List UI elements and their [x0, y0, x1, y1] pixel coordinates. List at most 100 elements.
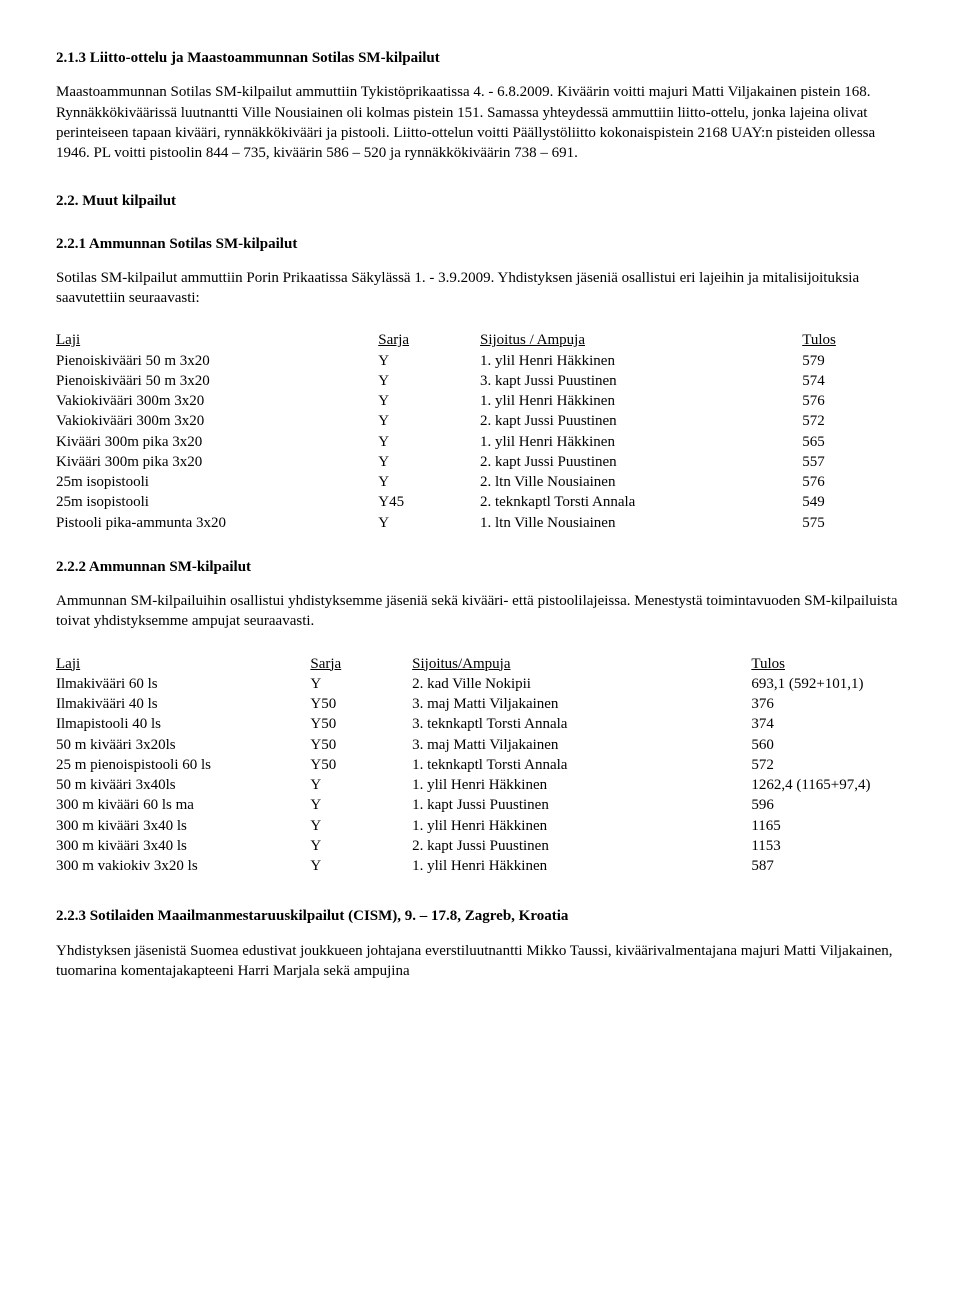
cell-sarja: Y [378, 351, 480, 371]
cell-sij: 1. ylil Henri Häkkinen [480, 351, 802, 371]
table-row: Kivääri 300m pika 3x20Y1. ylil Henri Häk… [56, 432, 904, 452]
cell-sij: 2. teknkaptl Torsti Annala [480, 492, 802, 512]
cell-tulos: 576 [802, 472, 904, 492]
cell-sarja: Y45 [378, 492, 480, 512]
section-221-title: 2.2.1 Ammunnan Sotilas SM-kilpailut [56, 234, 904, 254]
results-table-222: Laji Sarja Sijoitus/Ampuja Tulos Ilmakiv… [56, 654, 904, 877]
table-row: 300 m kivääri 3x40 lsY2. kapt Jussi Puus… [56, 836, 904, 856]
table-row: Vakiokivääri 300m 3x20Y2. kapt Jussi Puu… [56, 411, 904, 431]
cell-sij: 1. ylil Henri Häkkinen [480, 391, 802, 411]
cell-sij: 1. kapt Jussi Puustinen [412, 795, 751, 815]
table-row: 50 m kivääri 3x20lsY503. maj Matti Vilja… [56, 735, 904, 755]
section-213-title: 2.1.3 Liitto-ottelu ja Maastoammunnan So… [56, 48, 904, 68]
cell-tulos: 557 [802, 452, 904, 472]
cell-laji: Kivääri 300m pika 3x20 [56, 432, 378, 452]
cell-tulos: 376 [751, 694, 904, 714]
cell-sarja: Y [378, 411, 480, 431]
section-22-title: 2.2. Muut kilpailut [56, 191, 904, 211]
col-header-tulos: Tulos [751, 654, 904, 674]
cell-tulos: 374 [751, 714, 904, 734]
cell-sij: 2. kapt Jussi Puustinen [480, 411, 802, 431]
cell-tulos: 1165 [751, 816, 904, 836]
cell-sij: 3. kapt Jussi Puustinen [480, 371, 802, 391]
section-223-title: 2.2.3 Sotilaiden Maailmanmestaruuskilpai… [56, 906, 904, 926]
table-row: 25m isopistooliY452. teknkaptl Torsti An… [56, 492, 904, 512]
cell-tulos: 1262,4 (1165+97,4) [751, 775, 904, 795]
cell-sarja: Y [310, 836, 412, 856]
col-header-laji: Laji [56, 330, 378, 350]
table-header-row: Laji Sarja Sijoitus / Ampuja Tulos [56, 330, 904, 350]
cell-sij: 1. ltn Ville Nousiainen [480, 513, 802, 533]
table-row: 300 m vakiokiv 3x20 lsY1. ylil Henri Häk… [56, 856, 904, 876]
table-row: 25 m pienoispistooli 60 lsY501. teknkapt… [56, 755, 904, 775]
cell-sarja: Y50 [310, 755, 412, 775]
cell-sarja: Y [378, 472, 480, 492]
col-header-sij: Sijoitus / Ampuja [480, 330, 802, 350]
table-row: Pienoiskivääri 50 m 3x20Y3. kapt Jussi P… [56, 371, 904, 391]
cell-laji: Pistooli pika-ammunta 3x20 [56, 513, 378, 533]
col-header-laji: Laji [56, 654, 310, 674]
cell-tulos: 572 [751, 755, 904, 775]
cell-sarja: Y [378, 452, 480, 472]
cell-sij: 3. maj Matti Viljakainen [412, 694, 751, 714]
col-header-sarja: Sarja [310, 654, 412, 674]
cell-tulos: 565 [802, 432, 904, 452]
cell-laji: 50 m kivääri 3x40ls [56, 775, 310, 795]
cell-sarja: Y [310, 674, 412, 694]
cell-sij: 3. teknkaptl Torsti Annala [412, 714, 751, 734]
cell-sarja: Y [378, 371, 480, 391]
cell-sij: 2. ltn Ville Nousiainen [480, 472, 802, 492]
cell-laji: 300 m vakiokiv 3x20 ls [56, 856, 310, 876]
table-row: Ilmakivääri 60 lsY2. kad Ville Nokipii69… [56, 674, 904, 694]
table-row: Vakiokivääri 300m 3x20Y1. ylil Henri Häk… [56, 391, 904, 411]
cell-sarja: Y50 [310, 735, 412, 755]
table-header-row: Laji Sarja Sijoitus/Ampuja Tulos [56, 654, 904, 674]
table-row: 300 m kivääri 60 ls maY1. kapt Jussi Puu… [56, 795, 904, 815]
cell-tulos: 560 [751, 735, 904, 755]
cell-laji: 50 m kivääri 3x20ls [56, 735, 310, 755]
cell-laji: 300 m kivääri 60 ls ma [56, 795, 310, 815]
cell-sij: 1. ylil Henri Häkkinen [412, 775, 751, 795]
cell-tulos: 693,1 (592+101,1) [751, 674, 904, 694]
cell-tulos: 1153 [751, 836, 904, 856]
table-row: 50 m kivääri 3x40lsY1. ylil Henri Häkkin… [56, 775, 904, 795]
section-222-title: 2.2.2 Ammunnan SM-kilpailut [56, 557, 904, 577]
cell-sarja: Y [310, 775, 412, 795]
section-222-intro: Ammunnan SM-kilpailuihin osallistui yhdi… [56, 591, 904, 632]
section-213-para: Maastoammunnan Sotilas SM-kilpailut ammu… [56, 82, 904, 163]
cell-laji: Pienoiskivääri 50 m 3x20 [56, 351, 378, 371]
cell-tulos: 579 [802, 351, 904, 371]
results-table-221: Laji Sarja Sijoitus / Ampuja Tulos Pieno… [56, 330, 904, 533]
cell-laji: Ilmapistooli 40 ls [56, 714, 310, 734]
cell-tulos: 575 [802, 513, 904, 533]
cell-sij: 3. maj Matti Viljakainen [412, 735, 751, 755]
cell-laji: 300 m kivääri 3x40 ls [56, 836, 310, 856]
table-row: 300 m kivääri 3x40 lsY1. ylil Henri Häkk… [56, 816, 904, 836]
cell-sarja: Y [310, 856, 412, 876]
cell-sij: 2. kapt Jussi Puustinen [480, 452, 802, 472]
cell-sij: 1. ylil Henri Häkkinen [412, 816, 751, 836]
cell-tulos: 572 [802, 411, 904, 431]
section-223-para: Yhdistyksen jäsenistä Suomea edustivat j… [56, 941, 904, 982]
cell-sarja: Y [378, 432, 480, 452]
col-header-tulos: Tulos [802, 330, 904, 350]
cell-sarja: Y50 [310, 694, 412, 714]
cell-sarja: Y [310, 795, 412, 815]
cell-laji: 25m isopistooli [56, 492, 378, 512]
cell-sij: 1. ylil Henri Häkkinen [480, 432, 802, 452]
cell-laji: Ilmakivääri 60 ls [56, 674, 310, 694]
cell-sarja: Y [378, 513, 480, 533]
cell-sij: 2. kad Ville Nokipii [412, 674, 751, 694]
cell-sij: 1. ylil Henri Häkkinen [412, 856, 751, 876]
cell-laji: Pienoiskivääri 50 m 3x20 [56, 371, 378, 391]
cell-tulos: 574 [802, 371, 904, 391]
table-row: Ilmakivääri 40 lsY503. maj Matti Viljaka… [56, 694, 904, 714]
cell-laji: Vakiokivääri 300m 3x20 [56, 391, 378, 411]
table-row: Pistooli pika-ammunta 3x20Y1. ltn Ville … [56, 513, 904, 533]
cell-sij: 2. kapt Jussi Puustinen [412, 836, 751, 856]
cell-tulos: 549 [802, 492, 904, 512]
cell-sarja: Y50 [310, 714, 412, 734]
cell-sij: 1. teknkaptl Torsti Annala [412, 755, 751, 775]
table-row: Ilmapistooli 40 lsY503. teknkaptl Torsti… [56, 714, 904, 734]
cell-sarja: Y [310, 816, 412, 836]
